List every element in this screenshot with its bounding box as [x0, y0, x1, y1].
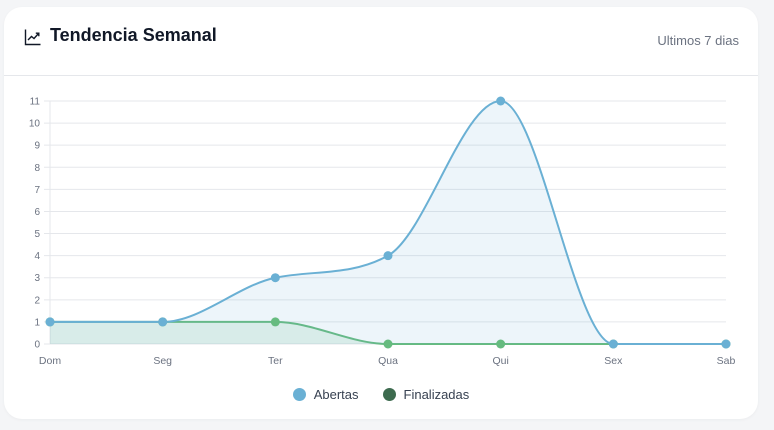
- data-point[interactable]: [270, 317, 280, 327]
- line-chart: 0 1 2 3 4 5 6 7 8 9 10 11 Dom Seg Ter Qua Qui Sex Sab: [29, 96, 736, 367]
- y-tick-label: 0: [34, 340, 40, 351]
- x-tick-label: Sex: [604, 355, 623, 367]
- y-tick-label: 8: [34, 163, 40, 174]
- trending-up-icon: [24, 29, 41, 46]
- series-line: [50, 99, 726, 346]
- weekly-trend-card: Tendencia Semanal Ultimos 7 dias 0 1 2 3 4 5 6…: [4, 7, 758, 419]
- y-tick-label: 4: [34, 251, 40, 262]
- y-tick-label: 3: [34, 273, 40, 284]
- x-tick-label: Sab: [717, 355, 736, 367]
- y-tick-label: 1: [34, 317, 40, 328]
- legend-item[interactable]: Finalizadas: [382, 387, 470, 402]
- legend-item[interactable]: Abertas: [292, 387, 359, 402]
- data-point[interactable]: [608, 339, 618, 349]
- x-tick-label: Qua: [378, 355, 398, 367]
- y-tick-label: 9: [34, 141, 40, 152]
- y-tick-label: 7: [34, 185, 40, 196]
- x-tick-label: Ter: [268, 355, 283, 367]
- x-tick-label: Seg: [153, 355, 172, 367]
- data-point[interactable]: [158, 317, 168, 327]
- series-area: [50, 101, 726, 344]
- y-tick-label: 10: [29, 119, 41, 130]
- data-point[interactable]: [45, 317, 55, 327]
- period-label: Ultimos 7 dias: [657, 33, 739, 48]
- data-point[interactable]: [721, 339, 731, 349]
- legend-label: Finalizadas: [403, 387, 470, 402]
- y-tick-label: 6: [34, 207, 40, 218]
- legend-label: Abertas: [313, 387, 359, 402]
- y-tick-label: 11: [30, 97, 41, 108]
- series-area: [50, 321, 726, 344]
- chart-legend: Abertas Finalizadas: [4, 387, 758, 402]
- data-point[interactable]: [496, 96, 506, 106]
- legend-dot-icon: [292, 388, 306, 401]
- legend-dot-icon: [382, 388, 396, 401]
- data-point[interactable]: [383, 251, 393, 261]
- data-point[interactable]: [496, 339, 506, 349]
- card-title: Tendencia Semanal: [50, 25, 217, 45]
- data-point[interactable]: [383, 339, 393, 349]
- y-tick-label: 5: [34, 229, 40, 240]
- card-header: Tendencia Semanal Ultimos 7 dias: [4, 7, 758, 76]
- x-tick-label: Qui: [492, 355, 508, 367]
- x-tick-label: Dom: [39, 355, 61, 367]
- data-point[interactable]: [270, 273, 280, 283]
- y-tick-label: 2: [34, 295, 40, 306]
